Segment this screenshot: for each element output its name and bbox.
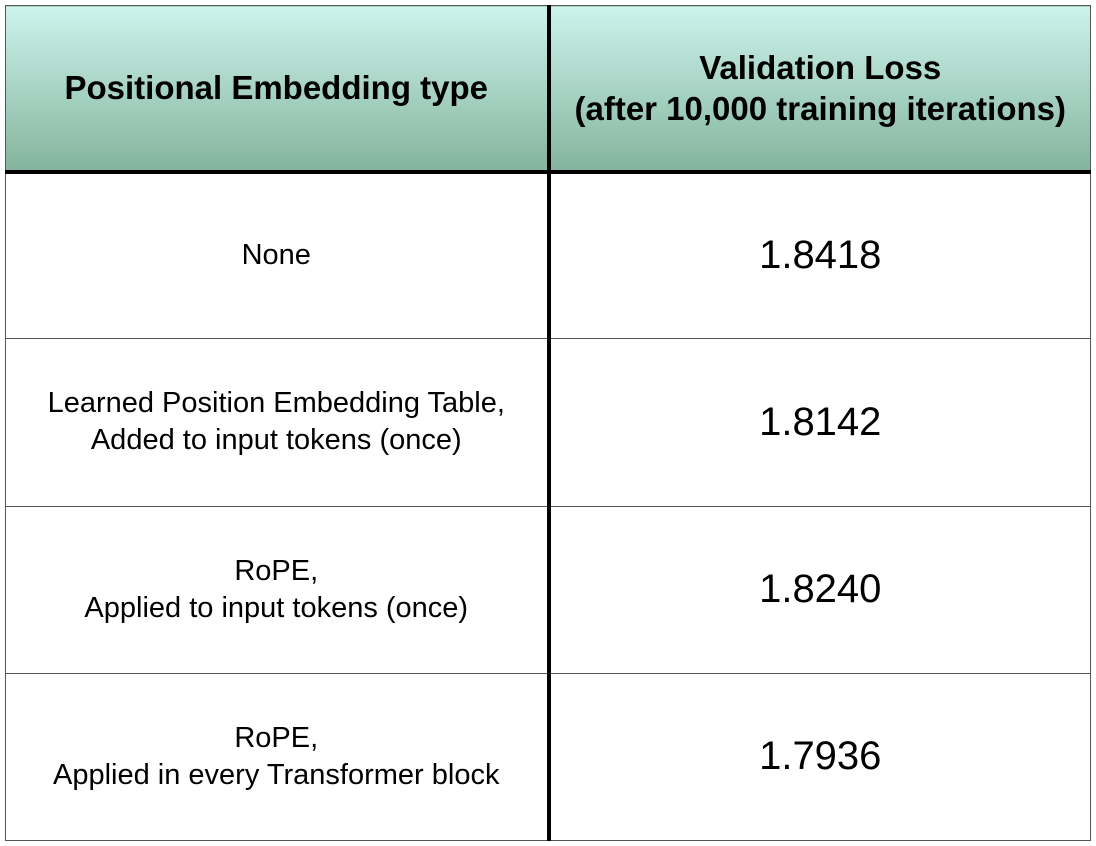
embedding-type-label: Learned Position Embedding Table, — [47, 387, 505, 420]
validation-loss-cell: 1.8142 — [548, 338, 1091, 507]
embedding-type-cell: RoPE, Applied in every Transformer block — [5, 673, 551, 842]
header-validation-loss: Validation Loss (after 10,000 training i… — [548, 5, 1091, 174]
embedding-type-cell: RoPE, Applied to input tokens (once) — [5, 506, 551, 674]
table-row: RoPE, Applied in every Transformer block… — [5, 673, 1091, 842]
embedding-type-sublabel: Applied in every Transformer block — [53, 758, 500, 791]
embedding-type-label: RoPE, — [234, 721, 319, 754]
embedding-type-label: None — [241, 239, 311, 272]
embedding-type-sublabel: Applied to input tokens (once) — [84, 591, 469, 624]
results-table-container: Positional Embedding type Validation Los… — [5, 5, 1091, 842]
table-row: Learned Position Embedding Table, Added … — [5, 338, 1091, 507]
header-validation-loss-subline: (after 10,000 training iterations) — [574, 89, 1066, 127]
embedding-type-sublabel: Added to input tokens (once) — [90, 424, 462, 457]
table-row: RoPE, Applied to input tokens (once) 1.8… — [5, 506, 1091, 674]
validation-loss-cell: 1.8418 — [548, 171, 1091, 340]
results-table: Positional Embedding type Validation Los… — [5, 5, 1091, 842]
validation-loss-cell: 1.8240 — [548, 506, 1091, 674]
header-embedding-type-line: Positional Embedding type — [64, 69, 489, 107]
header-row: Positional Embedding type Validation Los… — [5, 5, 1091, 174]
header-embedding-type: Positional Embedding type — [5, 5, 551, 174]
table-header: Positional Embedding type Validation Los… — [5, 5, 1091, 174]
validation-loss-cell: 1.7936 — [548, 673, 1091, 842]
table-body: None 1.8418 Learned Position Embedding T… — [5, 171, 1091, 842]
embedding-type-cell: Learned Position Embedding Table, Added … — [5, 338, 551, 507]
header-validation-loss-line: Validation Loss — [699, 48, 942, 86]
embedding-type-label: RoPE, — [234, 554, 319, 587]
embedding-type-cell: None — [5, 171, 551, 340]
table-row: None 1.8418 — [5, 171, 1091, 340]
